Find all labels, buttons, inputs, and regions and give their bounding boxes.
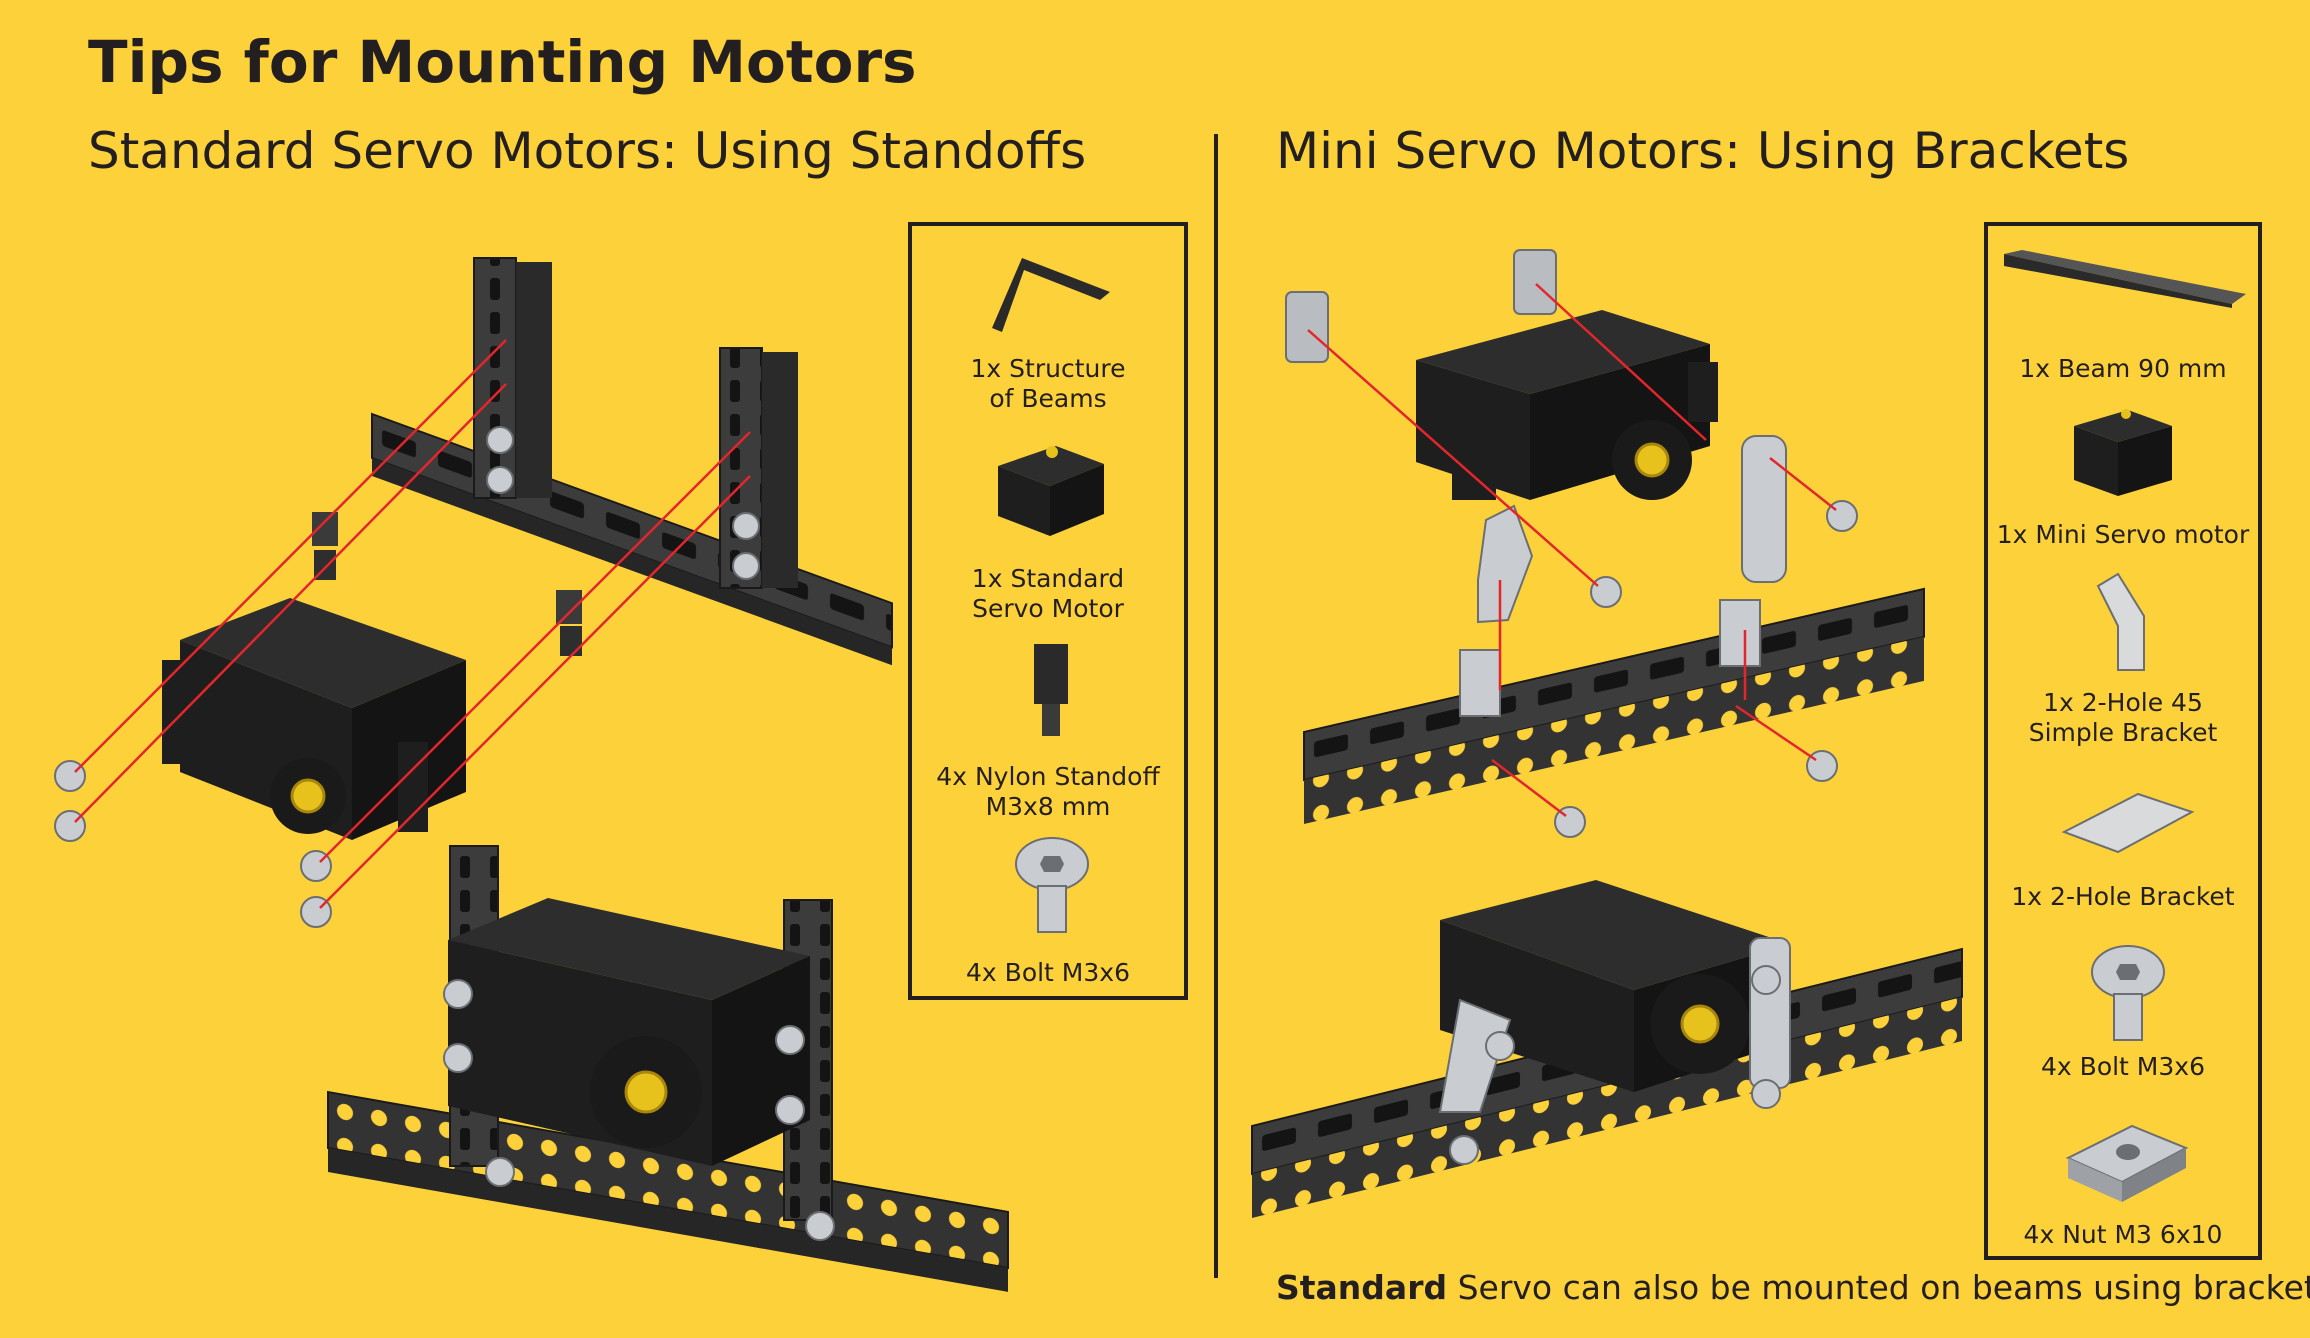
beam-structure-icon	[992, 258, 1110, 332]
part-label: 1x Standard Servo Motor	[971, 564, 1125, 623]
part-label: 4x Nut M3 6x10	[2023, 1220, 2223, 1249]
nylon-standoff-icon	[1034, 644, 1068, 736]
standoff-exploded-view	[54, 257, 893, 928]
part-label: 1x 2-Hole Bracket	[2011, 882, 2235, 911]
footnote-emphasis: Standard	[1276, 1268, 1448, 1307]
footnote: Standard Servo can also be mounted on be…	[1276, 1268, 2310, 1307]
standard-servo-icon	[998, 446, 1104, 536]
footnote-text: Servo can also be mounted on beams using…	[1447, 1268, 2310, 1307]
part-label: 1x Beam 90 mm	[2019, 354, 2227, 383]
bolt-icon	[1015, 837, 1089, 933]
two-hole-bracket-icon	[2061, 792, 2195, 854]
part-label: 4x Nylon Standoff M3x8 mm	[936, 762, 1160, 821]
part-label: 1x Mini Servo motor	[1996, 520, 2250, 549]
part-label: 1x 2-Hole 45 Simple Bracket	[2028, 688, 2218, 747]
standoffs-section-title: Standard Servo Motors: Using Standoffs	[88, 122, 1087, 180]
part-label: 1x Structure of Beams	[970, 354, 1126, 413]
bracket-parts-list: 1x Beam 90 mm 1x Mini Servo motor 1x 2-H…	[1984, 222, 2262, 1260]
part-label: 4x Bolt M3x6	[966, 958, 1130, 987]
bracket-assembled-view	[1251, 880, 1963, 1218]
angled-bracket-icon	[2096, 572, 2145, 671]
standoff-parts-list: 1x Structure of Beams 1x Standard Servo …	[908, 222, 1188, 1000]
part-label: 4x Bolt M3x6	[2041, 1052, 2205, 1081]
section-divider	[1214, 134, 1218, 1278]
bolt-icon	[2091, 945, 2165, 1041]
bracket-exploded-view	[1285, 249, 1925, 838]
beam-icon	[2004, 250, 2246, 308]
nut-icon	[2065, 1124, 2189, 1202]
brackets-section-title: Mini Servo Motors: Using Brackets	[1276, 122, 2130, 180]
page-title: Tips for Mounting Motors	[88, 28, 917, 96]
standoff-assembled-view	[327, 845, 1009, 1292]
mini-servo-icon	[2074, 409, 2172, 496]
